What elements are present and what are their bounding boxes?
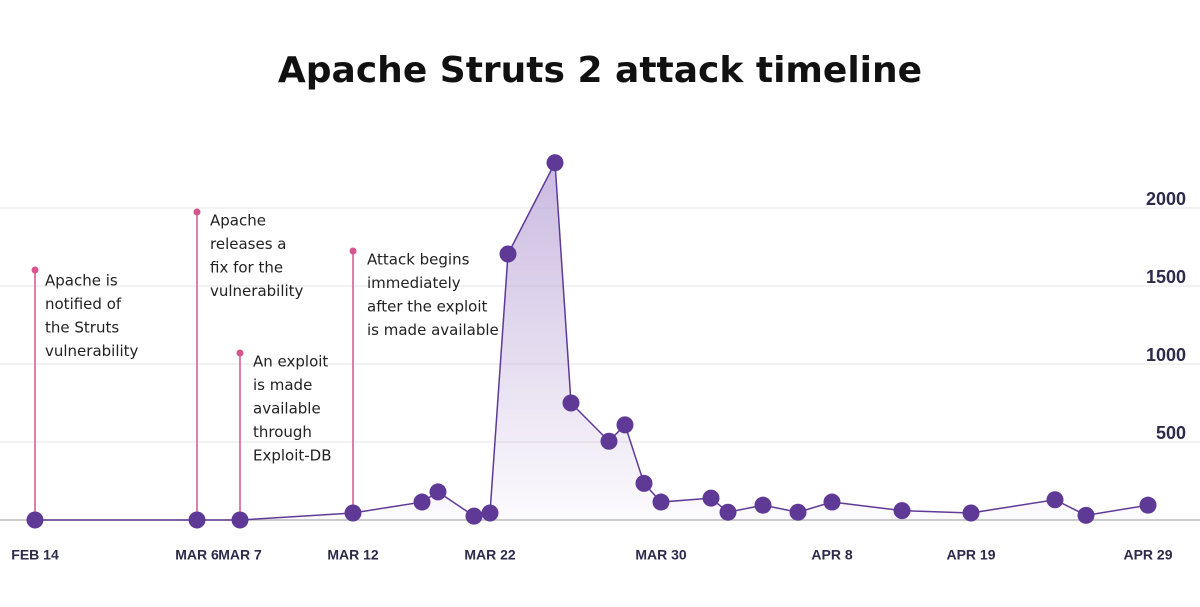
point [1139,496,1157,514]
point [231,511,249,529]
annotation-text: the Struts [45,319,119,337]
point [465,507,483,525]
x-tick-label: MAR 7 [218,547,262,563]
annotation-text: fix for the [210,259,283,277]
annotation-text: available [253,400,321,418]
x-tick-label: APR 19 [946,547,995,563]
x-tick-label: MAR 6 [175,547,219,563]
x-tick-label: FEB 14 [11,547,59,563]
point [562,394,580,412]
point [413,493,431,511]
point [754,496,772,514]
point [600,432,618,450]
point [546,154,564,172]
annotation-dot [31,266,39,274]
x-tick-label: MAR 12 [327,547,379,563]
annotation-text: after the exploit [367,298,488,316]
x-tick-label: APR 8 [811,547,852,563]
x-tick-label: APR 29 [1123,547,1172,563]
annotation-text: Exploit-DB [253,447,332,465]
chart-title: Apache Struts 2 attack timeline [278,50,922,91]
area [35,162,1148,520]
annotation-text: Apache is [45,272,118,290]
annotation-text: is made [253,376,312,394]
annotation-dot [236,349,244,357]
point [481,504,499,522]
point [893,502,911,520]
y-tick-label: 1000 [1146,345,1186,365]
annotation-text: through [253,423,312,441]
point [26,511,44,529]
point [635,474,653,492]
point [429,483,447,501]
annotation-dot [193,208,201,216]
x-tick-label: MAR 22 [464,547,516,563]
point [344,504,362,522]
annotation-text: immediately [367,274,461,292]
annotation-text: releases a [210,235,286,253]
point [823,493,841,511]
annotation-text: Apache [210,212,266,230]
annotation-text: An exploit [253,353,328,371]
annotation-text: Attack begins [367,251,470,269]
annotation-text: is made available [367,321,499,339]
point [702,489,720,507]
point [719,503,737,521]
annotation-text: vulnerability [210,282,304,300]
point [616,416,634,434]
point [1046,491,1064,509]
point [1077,506,1095,524]
annotation-text: vulnerability [45,342,139,360]
point [789,503,807,521]
y-tick-label: 2000 [1146,189,1186,209]
point [188,511,206,529]
y-tick-label: 500 [1156,423,1186,443]
point [962,504,980,522]
x-tick-label: MAR 30 [635,547,687,563]
annotation-dot [349,247,357,255]
annotation-text: notified of [45,295,122,313]
point [652,493,670,511]
y-tick-label: 1500 [1146,267,1186,287]
point [499,245,517,263]
